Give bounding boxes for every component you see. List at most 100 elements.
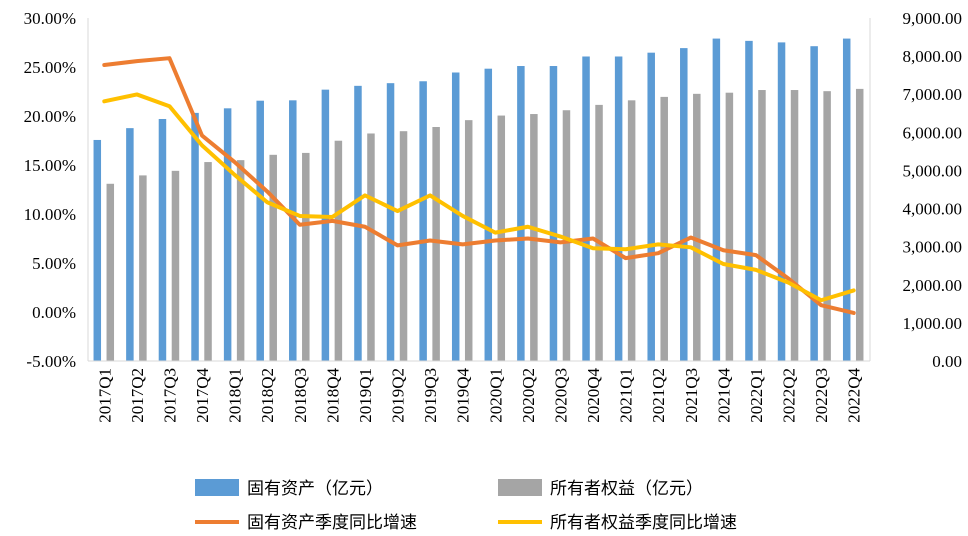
bar-fixed-assets: [680, 48, 688, 362]
legend-swatch: [195, 479, 239, 496]
right-y-tick-label: 5,000.00: [903, 161, 963, 180]
bar-fixed-assets: [386, 83, 395, 362]
x-tick-label: 2021Q2: [649, 368, 668, 423]
right-y-tick-label: 1,000.00: [903, 314, 963, 333]
left-y-tick-label: 0.00%: [32, 303, 76, 322]
bar-fixed-assets: [256, 100, 264, 361]
right-y-tick-labels: 9,000.00 8,000.00 7,000.00 6,000.00 5,000.00…: [903, 9, 963, 371]
bar-owners-equity: [139, 175, 147, 361]
left-y-tick-label: 25.00%: [24, 58, 76, 77]
bar-fixed-assets: [191, 112, 199, 362]
x-tick-label: 2022Q3: [812, 368, 831, 423]
legend: 固有资产（亿元） 所有者权益（亿元） 固有资产季度同比增速 所有者权益季度同比增速: [195, 479, 737, 533]
bar-fixed-assets: [582, 56, 590, 362]
bar-fixed-assets: [745, 40, 753, 362]
x-tick-label: 2017Q3: [160, 368, 179, 423]
bar-owners-equity: [758, 90, 766, 361]
right-y-tick-label: 0.00: [932, 352, 962, 371]
right-y-tick-label: 9,000.00: [903, 9, 963, 28]
bar-owners-equity: [269, 154, 277, 361]
legend-label: 所有者权益（亿元）: [550, 479, 703, 499]
right-y-tick-label: 7,000.00: [903, 85, 963, 104]
bar-owners-equity: [464, 120, 473, 361]
bar-owners-equity: [171, 170, 180, 361]
legend-label: 固有资产季度同比增速: [247, 513, 417, 533]
left-y-tick-label: 30.00%: [24, 9, 76, 28]
bar-fixed-assets: [289, 100, 297, 361]
bar-fixed-assets: [93, 139, 102, 361]
bar-owners-equity: [693, 93, 701, 361]
bar-fixed-assets: [321, 89, 330, 362]
x-tick-label: 2020Q3: [551, 368, 570, 423]
bar-owners-equity: [823, 91, 831, 362]
x-tick-label: 2021Q4: [714, 368, 733, 423]
right-y-tick-label: 2,000.00: [903, 276, 963, 295]
bar-fixed-assets: [484, 68, 493, 361]
x-tick-label: 2017Q1: [95, 368, 114, 423]
legend-swatch: [498, 479, 542, 496]
x-tick-label: 2018Q1: [226, 368, 245, 423]
x-tick-label: 2019Q1: [356, 368, 375, 423]
bar-owners-equity: [204, 162, 212, 361]
bar-owners-equity: [660, 96, 668, 361]
x-tick-label: 2018Q3: [291, 368, 310, 423]
bar-owners-equity: [595, 104, 603, 361]
x-tick-label: 2020Q2: [519, 368, 538, 423]
bar-fixed-assets: [614, 56, 623, 362]
bar-fixed-assets: [810, 46, 818, 361]
bar-fixed-assets: [419, 81, 427, 361]
bar-owners-equity: [302, 152, 310, 361]
bar-fixed-assets: [158, 118, 167, 362]
left-y-tick-label: -5.00%: [26, 352, 76, 371]
bar-fixed-assets: [126, 128, 134, 361]
line-fixed-assets-yoy: [102, 56, 856, 315]
legend-label: 所有者权益季度同比增速: [550, 513, 737, 533]
bar-owners-equity: [790, 90, 799, 361]
x-tick-label: 2018Q2: [258, 368, 277, 423]
line-series-group: [102, 56, 856, 315]
axes-group: [87, 18, 871, 362]
bar-fixed-assets: [354, 85, 362, 361]
right-y-tick-label: 3,000.00: [903, 238, 963, 257]
x-tick-label: 2022Q4: [845, 368, 864, 423]
left-y-tick-label: 15.00%: [24, 156, 76, 175]
left-y-tick-label: 10.00%: [24, 205, 76, 224]
x-tick-labels: 2017Q1 2017Q2 2017Q3 2017Q4 2018Q1 2018Q2 2018…: [95, 368, 863, 423]
right-y-tick-label: 6,000.00: [903, 123, 963, 142]
left-y-tick-label: 20.00%: [24, 107, 76, 126]
bar-owners-equity: [106, 183, 115, 361]
x-tick-label: 2018Q4: [323, 368, 342, 423]
x-tick-label: 2017Q2: [128, 368, 147, 423]
bar-fixed-assets: [842, 38, 851, 361]
bar-fixed-assets: [223, 108, 232, 361]
bar-fixed-assets: [451, 72, 460, 361]
bar-series-group: [93, 38, 864, 362]
right-y-tick-label: 8,000.00: [903, 47, 963, 66]
x-tick-label: 2019Q3: [421, 368, 440, 423]
x-tick-label: 2022Q1: [747, 368, 766, 423]
bar-owners-equity: [725, 92, 734, 361]
x-tick-label: 2021Q3: [682, 368, 701, 423]
bar-owners-equity: [855, 88, 864, 361]
legend-label: 固有资产（亿元）: [247, 479, 383, 499]
bar-owners-equity: [334, 140, 343, 361]
bar-owners-equity: [562, 110, 571, 361]
bar-fixed-assets: [549, 66, 558, 362]
bar-owners-equity: [236, 160, 245, 361]
bar-owners-equity: [432, 127, 440, 361]
x-tick-label: 2022Q2: [780, 368, 799, 423]
left-y-tick-labels: 30.00% 25.00% 20.00% 15.00% 10.00% 5.00% 0.00%…: [24, 9, 76, 371]
x-tick-label: 2017Q4: [193, 368, 212, 423]
bar-fixed-assets: [777, 42, 786, 361]
bar-fixed-assets: [647, 52, 655, 362]
bar-fixed-assets: [517, 66, 525, 362]
bar-owners-equity: [367, 133, 375, 361]
x-tick-label: 2020Q1: [486, 368, 505, 423]
x-tick-label: 2021Q1: [617, 368, 636, 423]
line-owners-equity-yoy: [102, 92, 856, 303]
x-tick-label: 2019Q4: [454, 368, 473, 423]
x-tick-label: 2020Q4: [584, 368, 603, 423]
right-y-tick-label: 4,000.00: [903, 200, 963, 219]
bar-fixed-assets: [712, 38, 721, 361]
